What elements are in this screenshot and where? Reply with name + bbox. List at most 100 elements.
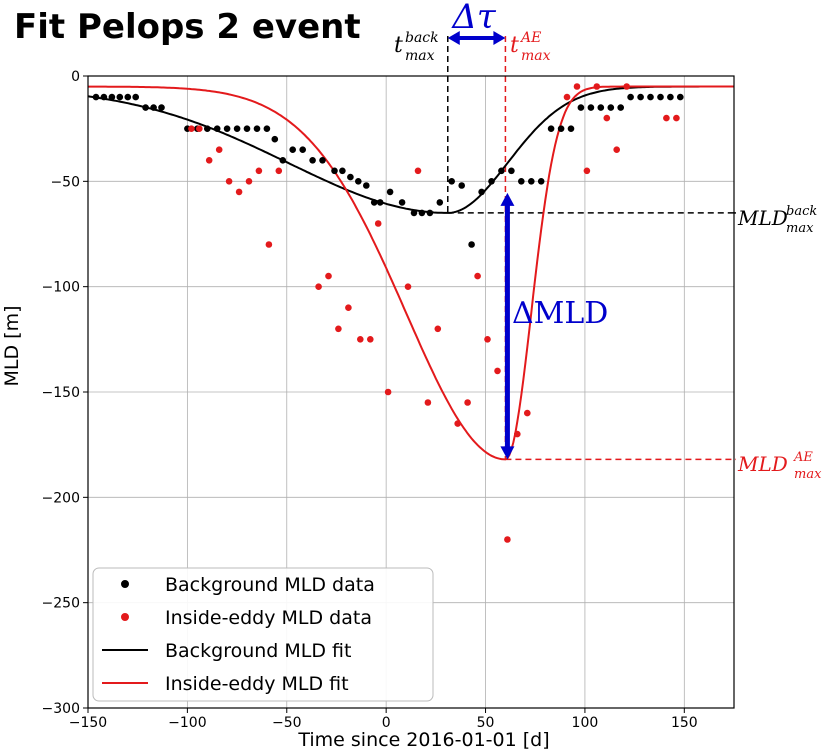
data-point: [376, 199, 384, 206]
data-point: [573, 83, 581, 90]
data-point: [345, 304, 352, 312]
data-point: [426, 209, 434, 217]
x-tick-label: 0: [382, 715, 391, 731]
data-point: [339, 167, 346, 175]
data-point: [448, 178, 456, 185]
data-point: [663, 114, 670, 122]
data-point: [158, 104, 165, 111]
data-point: [498, 167, 505, 175]
scatter-points: [92, 83, 684, 543]
data-point: [271, 135, 279, 143]
data-point: [188, 125, 195, 132]
data-point: [116, 93, 124, 101]
data-point: [275, 167, 283, 175]
data-point: [434, 325, 442, 333]
data-point: [673, 114, 680, 122]
data-point: [577, 104, 585, 111]
data-point: [464, 399, 471, 406]
mld-back-base: MLD: [737, 206, 788, 230]
data-point: [424, 399, 432, 406]
x-axis-label: Time since 2016-01-01 [d]: [297, 729, 549, 751]
data-point: [617, 104, 624, 111]
legend-marker-eddy-data: [121, 613, 129, 621]
svg-text:t: t: [394, 33, 403, 58]
mld-ae-max-label: MLD AE max: [737, 450, 822, 482]
data-point: [100, 93, 108, 101]
data-point: [196, 125, 203, 132]
data-point: [667, 93, 674, 101]
data-point: [524, 409, 531, 417]
data-point: [587, 104, 595, 111]
legend-marker-background-data: [121, 580, 129, 588]
data-point: [484, 336, 491, 343]
data-point: [347, 173, 354, 181]
y-tick-label: −50: [50, 174, 80, 190]
y-axis-label: MLD [m]: [1, 306, 23, 387]
data-point: [414, 167, 422, 175]
data-point: [627, 93, 634, 101]
data-point: [319, 157, 326, 164]
y-tick-label: −100: [42, 280, 80, 296]
delta-mld-label: ΔMLD: [512, 296, 608, 331]
mld-ae-sub: max: [794, 467, 822, 482]
data-point: [309, 157, 316, 164]
legend: Background MLD data Inside-eddy MLD data…: [92, 567, 434, 702]
data-point: [494, 367, 501, 375]
data-point: [454, 420, 462, 427]
data-point: [637, 93, 644, 101]
mld-back-max-label: MLD back max: [737, 204, 817, 236]
data-point: [488, 178, 495, 185]
data-point: [225, 178, 233, 185]
data-point: [363, 182, 370, 189]
t-ae-sup: AE: [519, 30, 541, 46]
data-point: [142, 104, 149, 111]
data-point: [563, 93, 571, 101]
data-point: [204, 125, 211, 132]
delta-tau-arrow-head-left: [447, 31, 460, 45]
data-point: [623, 83, 630, 90]
t-back-max-label: t back max: [394, 30, 439, 64]
data-point: [253, 125, 261, 132]
data-point: [474, 272, 481, 280]
data-point: [265, 241, 273, 248]
data-point: [132, 93, 139, 101]
data-point: [384, 388, 392, 396]
data-point: [335, 325, 342, 333]
t-back-sub: max: [405, 48, 435, 64]
delta-tau-label: Δτ: [450, 0, 497, 37]
t-back-base: t: [394, 33, 403, 58]
data-point: [418, 209, 426, 217]
delta-mld-arrow-head-top: [500, 192, 515, 206]
x-tick-label: −50: [272, 715, 302, 731]
t-ae-sub: max: [521, 48, 551, 64]
data-point: [557, 125, 565, 132]
chart-title: Fit Pelops 2 event: [14, 7, 361, 47]
data-point: [367, 336, 374, 343]
data-point: [374, 220, 382, 227]
data-point: [150, 104, 157, 111]
data-point: [404, 283, 412, 291]
mld-back-sub: max: [786, 221, 814, 236]
data-point: [458, 182, 466, 189]
y-tick-label: −150: [42, 385, 80, 401]
y-tick-label: −300: [42, 701, 80, 717]
legend-label-background-fit: Background MLD fit: [165, 640, 351, 662]
data-point: [504, 536, 511, 543]
y-tick-label: 0: [71, 69, 80, 85]
data-point: [289, 146, 297, 153]
data-point: [223, 125, 231, 132]
data-point: [647, 93, 654, 101]
data-point: [108, 93, 116, 101]
t-ae-base: t: [510, 33, 519, 58]
x-tick-label: 50: [477, 715, 495, 731]
data-point: [537, 178, 545, 185]
data-point: [468, 241, 475, 248]
data-point: [245, 178, 253, 185]
data-point: [370, 199, 378, 206]
data-point: [547, 125, 555, 132]
data-point: [205, 157, 213, 164]
data-point: [436, 199, 444, 206]
data-point: [279, 157, 287, 164]
data-point: [235, 188, 243, 196]
mld-ae-sup: AE: [793, 450, 813, 465]
